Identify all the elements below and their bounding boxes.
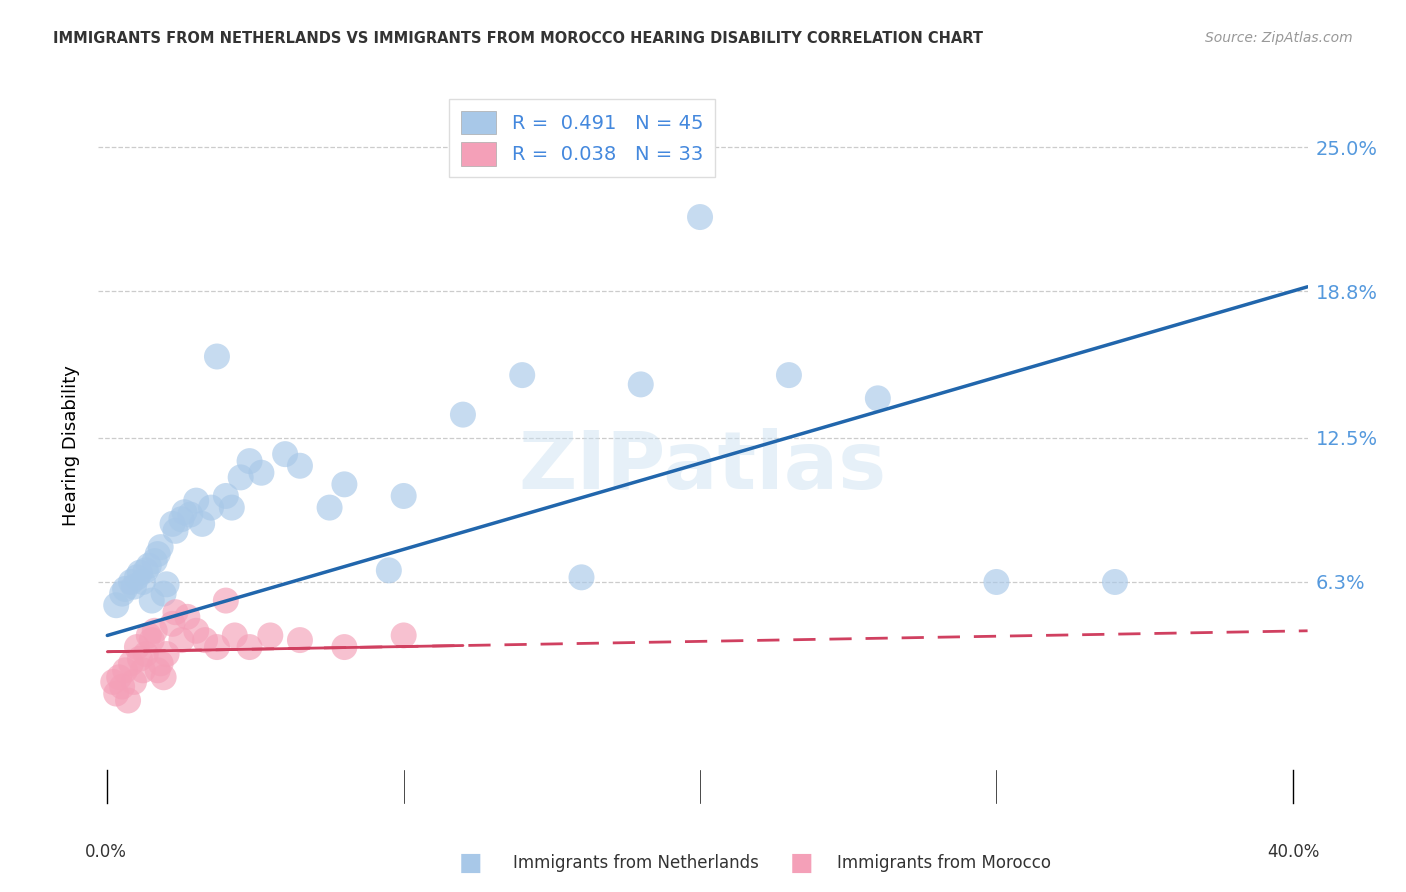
Point (318, 500, 340, 515)
Point (105, 599, 128, 613)
Point (162, 516, 184, 531)
Y-axis label: Hearing Disability: Hearing Disability (62, 366, 80, 526)
Point (392, 628, 415, 642)
Point (114, 663, 136, 677)
Point (165, 605, 187, 619)
Point (122, 580, 145, 594)
Point (143, 554, 166, 568)
Text: ■: ■ (790, 851, 813, 874)
Point (135, 563, 157, 577)
Text: Source: ZipAtlas.com: Source: ZipAtlas.com (1205, 31, 1353, 45)
Point (117, 693, 139, 707)
Point (143, 624, 166, 638)
Point (186, 624, 208, 638)
Point (186, 493, 208, 508)
Point (129, 651, 152, 665)
Point (132, 663, 155, 677)
Point (510, 368, 533, 383)
Point (111, 586, 134, 600)
Text: Immigrants from Netherlands: Immigrants from Netherlands (513, 854, 759, 871)
Point (205, 640, 228, 654)
Point (250, 466, 273, 480)
Text: 40.0%: 40.0% (1267, 843, 1320, 861)
Point (111, 680, 134, 694)
Point (141, 633, 163, 648)
Point (170, 633, 193, 648)
Text: ZIPatlas: ZIPatlas (519, 428, 887, 507)
Point (200, 500, 222, 515)
Point (122, 674, 145, 689)
Point (114, 582, 136, 596)
Point (215, 489, 238, 503)
Point (689, 210, 711, 224)
Point (1104, 574, 1126, 589)
Text: Immigrants from Morocco: Immigrants from Morocco (837, 854, 1050, 871)
Text: 0.0%: 0.0% (84, 843, 127, 861)
Point (215, 593, 238, 607)
Point (333, 477, 356, 491)
Point (194, 633, 217, 648)
Point (125, 640, 148, 654)
Point (392, 489, 415, 503)
Point (105, 687, 128, 701)
Point (103, 674, 125, 689)
Point (138, 628, 160, 642)
Point (288, 633, 311, 648)
Point (132, 574, 155, 589)
Point (224, 628, 246, 642)
Point (259, 628, 281, 642)
Point (149, 657, 172, 671)
Point (141, 593, 163, 607)
Point (152, 670, 174, 684)
Point (866, 392, 889, 406)
Point (571, 570, 593, 584)
Point (138, 558, 160, 573)
Point (155, 647, 177, 661)
Point (333, 640, 356, 654)
Point (986, 574, 1008, 589)
Point (239, 454, 262, 468)
Point (125, 570, 148, 584)
Point (378, 563, 401, 577)
Point (239, 640, 262, 654)
Point (229, 470, 252, 484)
Point (170, 512, 193, 526)
Point (630, 377, 652, 392)
Point (165, 524, 187, 538)
Point (149, 540, 172, 554)
Point (179, 508, 201, 522)
Point (146, 663, 169, 677)
Point (274, 447, 297, 461)
Point (120, 657, 142, 671)
Point (191, 516, 214, 531)
Point (162, 616, 184, 631)
Point (451, 408, 474, 422)
Point (152, 586, 174, 600)
Point (135, 647, 157, 661)
Point (778, 368, 800, 383)
Legend: R =  0.491   N = 45, R =  0.038   N = 33: R = 0.491 N = 45, R = 0.038 N = 33 (450, 99, 714, 178)
Point (108, 670, 131, 684)
Point (120, 574, 142, 589)
Point (288, 458, 311, 473)
Point (146, 547, 169, 561)
Point (173, 505, 195, 519)
Point (129, 566, 152, 580)
Point (176, 610, 198, 624)
Text: ■: ■ (460, 851, 482, 874)
Point (221, 500, 243, 515)
Point (205, 350, 228, 364)
Point (155, 577, 177, 591)
Text: IMMIGRANTS FROM NETHERLANDS VS IMMIGRANTS FROM MOROCCO HEARING DISABILITY CORREL: IMMIGRANTS FROM NETHERLANDS VS IMMIGRANT… (53, 31, 983, 46)
